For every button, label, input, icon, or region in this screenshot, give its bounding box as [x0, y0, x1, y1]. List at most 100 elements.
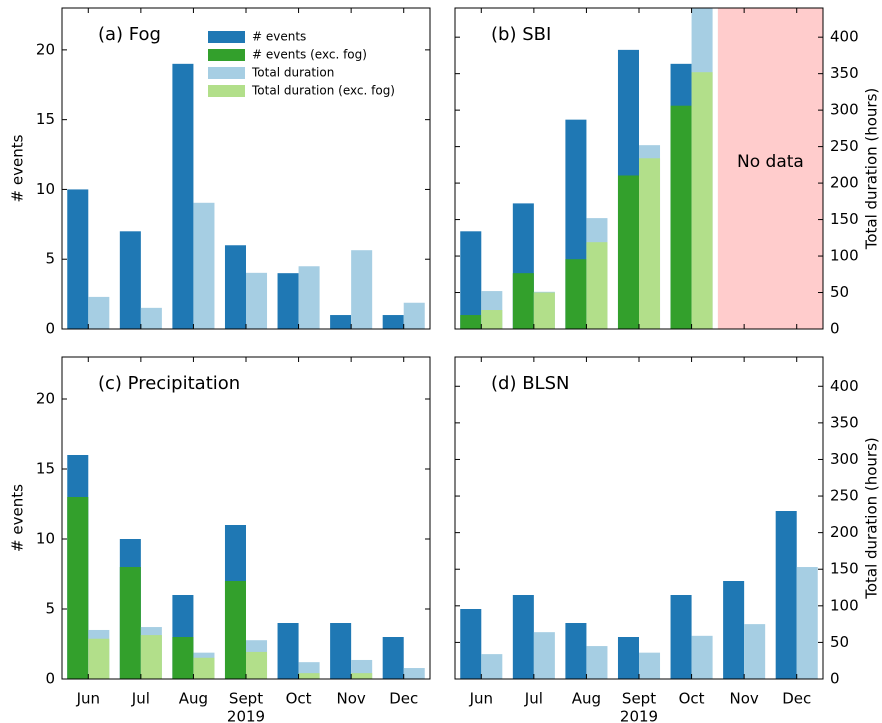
bar — [140, 635, 162, 679]
bar — [723, 581, 745, 679]
x-tick-label: Dec — [389, 690, 418, 708]
bar — [351, 250, 373, 329]
bar — [617, 637, 639, 679]
bar — [351, 673, 373, 679]
bar — [193, 657, 215, 679]
bar — [88, 638, 110, 679]
y-tick-label: 10 — [36, 530, 55, 548]
bar — [691, 635, 713, 679]
bar — [533, 292, 555, 329]
bar — [670, 105, 692, 330]
legend-label: Total duration (exc. fog) — [251, 84, 395, 98]
bar — [246, 272, 268, 329]
y2-tick-label: 350 — [830, 413, 859, 431]
y2-tick-label: 400 — [830, 377, 859, 395]
y2-axis-label: Total duration (hours) — [863, 88, 881, 251]
panel-title: (d) BLSN — [491, 373, 569, 394]
x-tick-label: Dec — [782, 690, 811, 708]
x-tick-label: Oct — [679, 690, 705, 708]
bar — [382, 637, 404, 679]
bar — [140, 307, 162, 329]
x-tick-label: Jul — [524, 690, 543, 708]
y2-tick-label: 250 — [830, 137, 859, 155]
bar — [586, 242, 608, 329]
bar — [617, 175, 639, 329]
bar — [796, 567, 818, 679]
bar — [172, 637, 194, 679]
y-tick-label: 0 — [45, 670, 55, 688]
annotation: No data — [737, 152, 804, 172]
legend-swatch — [208, 85, 245, 97]
y-tick-label: 10 — [36, 180, 55, 198]
y-tick-label: 0 — [45, 320, 55, 338]
bar — [565, 259, 587, 329]
bar — [277, 273, 299, 329]
bar — [67, 189, 89, 329]
x-tick-label: Jun — [76, 690, 100, 708]
y2-axis-label: Total duration (hours) — [863, 437, 881, 600]
y-tick-label: 15 — [36, 110, 55, 128]
y2-tick-label: 300 — [830, 450, 859, 468]
x-axis-label: 2019 — [620, 708, 658, 723]
bar — [481, 310, 503, 329]
bar — [246, 651, 268, 679]
bar — [224, 245, 246, 329]
legend-label: # events (exc. fog) — [252, 48, 367, 62]
bar — [403, 668, 425, 679]
bar — [330, 623, 352, 679]
y2-tick-label: 150 — [830, 560, 859, 578]
legend-label: # events — [252, 30, 306, 44]
legend-swatch — [208, 31, 245, 43]
y2-tick-label: 350 — [830, 64, 859, 82]
bar — [193, 202, 215, 329]
panel-title: (a) Fog — [98, 24, 161, 45]
y2-tick-label: 300 — [830, 101, 859, 119]
bar — [586, 646, 608, 679]
bar — [172, 63, 194, 330]
panel-title: (c) Precipitation — [98, 373, 240, 394]
bar — [565, 623, 587, 679]
bar — [88, 296, 110, 329]
y2-tick-label: 50 — [830, 633, 849, 651]
legend-swatch — [208, 49, 245, 61]
x-tick-label: Jul — [131, 690, 150, 708]
bar — [481, 654, 503, 679]
y2-tick-label: 400 — [830, 28, 859, 46]
x-tick-label: Sept — [229, 690, 263, 708]
bar — [298, 266, 320, 329]
bar — [670, 595, 692, 679]
bar — [119, 231, 141, 329]
axes-frame — [454, 356, 824, 680]
y-tick-label: 15 — [36, 460, 55, 478]
y-tick-label: 5 — [45, 600, 55, 618]
bar — [460, 609, 482, 679]
y-tick-label: 20 — [36, 390, 55, 408]
bar — [224, 581, 246, 679]
y2-tick-label: 200 — [830, 523, 859, 541]
bar — [512, 273, 534, 329]
bar — [460, 231, 482, 329]
bar — [639, 652, 661, 679]
x-tick-label: Aug — [572, 690, 601, 708]
x-tick-label: Jun — [469, 690, 493, 708]
bar — [533, 632, 555, 679]
bar — [775, 511, 797, 679]
bar — [67, 497, 89, 679]
y2-tick-label: 250 — [830, 487, 859, 505]
x-axis-label: 2019 — [227, 708, 265, 723]
x-tick-label: Aug — [179, 690, 208, 708]
bar — [119, 567, 141, 679]
bar — [277, 623, 299, 679]
bar — [639, 158, 661, 329]
legend-label: Total duration — [251, 66, 334, 80]
x-tick-label: Oct — [286, 690, 312, 708]
y2-tick-label: 0 — [830, 320, 840, 338]
y2-tick-label: 50 — [830, 283, 849, 301]
bar — [512, 595, 534, 679]
bar — [382, 315, 404, 329]
x-tick-label: Nov — [730, 690, 759, 708]
y-axis-label: # events — [9, 134, 27, 202]
bar — [691, 72, 713, 329]
y2-tick-label: 200 — [830, 174, 859, 192]
